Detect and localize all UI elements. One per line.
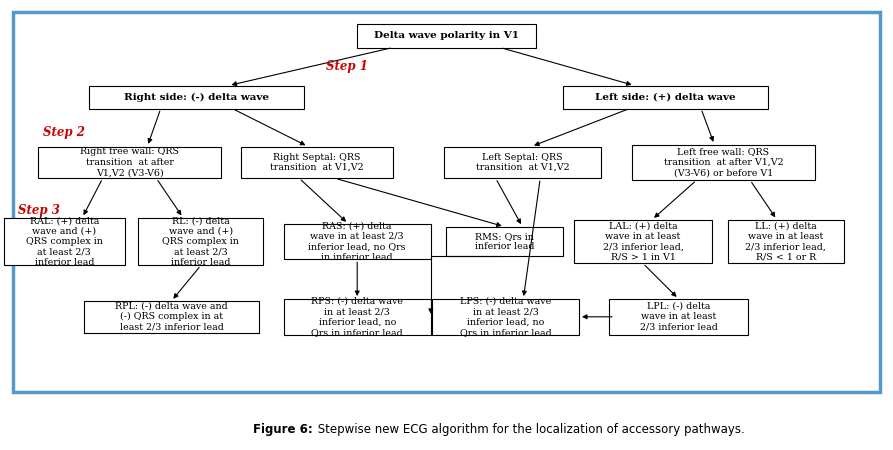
Bar <box>4 218 124 266</box>
Bar <box>38 147 221 178</box>
Text: Right free wall: QRS
transition  at after
V1,V2 (V3-V6): Right free wall: QRS transition at after… <box>80 148 179 177</box>
Text: LL: (+) delta
wave in at least
2/3 inferior lead,
R/S < 1 or R: LL: (+) delta wave in at least 2/3 infer… <box>746 221 826 261</box>
Bar <box>563 86 768 108</box>
Bar <box>609 299 748 335</box>
Text: RMS: Qrs in
inferior lead: RMS: Qrs in inferior lead <box>475 232 534 251</box>
Text: RPS: (-) delta wave
in at least 2/3
inferior lead, no
Qrs in inferior lead: RPS: (-) delta wave in at least 2/3 infe… <box>311 297 404 337</box>
Bar <box>573 220 713 263</box>
Bar <box>632 144 814 180</box>
Bar <box>284 224 431 259</box>
Text: RAS: (+) delta
wave in at least 2/3
inferior lead, no Qrs
in inferior lead: RAS: (+) delta wave in at least 2/3 infe… <box>308 221 406 261</box>
Text: Step 1: Step 1 <box>326 60 368 73</box>
Text: Delta wave polarity in V1: Delta wave polarity in V1 <box>374 31 519 40</box>
Bar <box>89 86 304 108</box>
Bar <box>728 220 844 263</box>
Text: Step 3: Step 3 <box>18 204 60 217</box>
Text: Right Septal: QRS
transition  at V1,V2: Right Septal: QRS transition at V1,V2 <box>271 153 363 172</box>
Text: LPL: (-) delta
wave in at least
2/3 inferior lead: LPL: (-) delta wave in at least 2/3 infe… <box>639 302 718 332</box>
Text: Left free wall: QRS
transition  at after V1,V2
(V3-V6) or before V1: Left free wall: QRS transition at after … <box>663 148 783 177</box>
Text: Step 2: Step 2 <box>43 126 85 139</box>
Bar <box>85 301 259 333</box>
Bar <box>284 299 431 335</box>
Text: Left Septal: QRS
transition  at V1,V2: Left Septal: QRS transition at V1,V2 <box>476 153 569 172</box>
Bar <box>241 147 393 178</box>
Text: LPS: (-) delta wave
in at least 2/3
inferior lead, no
Qrs in inferior lead: LPS: (-) delta wave in at least 2/3 infe… <box>460 297 551 337</box>
Bar <box>357 24 536 48</box>
Text: Right side: (-) delta wave: Right side: (-) delta wave <box>124 92 269 102</box>
Text: Figure 6:: Figure 6: <box>253 423 313 436</box>
Text: RL: (-) delta
wave and (+)
QRS complex in
at least 2/3
inferior lead: RL: (-) delta wave and (+) QRS complex i… <box>163 216 239 267</box>
Bar <box>431 299 579 335</box>
Text: LAL: (+) delta
wave in at least
2/3 inferior lead,
R/S > 1 in V1: LAL: (+) delta wave in at least 2/3 infe… <box>603 221 683 261</box>
Bar <box>138 218 263 266</box>
Bar <box>444 147 600 178</box>
Text: RPL: (-) delta wave and
(-) QRS complex in at
least 2/3 inferior lead: RPL: (-) delta wave and (-) QRS complex … <box>115 302 228 332</box>
Text: RAL: (+) delta
wave and (+)
QRS complex in
at least 2/3
inferior lead: RAL: (+) delta wave and (+) QRS complex … <box>26 216 103 267</box>
Text: Stepwise new ECG algorithm for the localization of accessory pathways.: Stepwise new ECG algorithm for the local… <box>314 423 745 436</box>
Text: Left side: (+) delta wave: Left side: (+) delta wave <box>595 93 736 102</box>
Bar <box>446 227 563 256</box>
